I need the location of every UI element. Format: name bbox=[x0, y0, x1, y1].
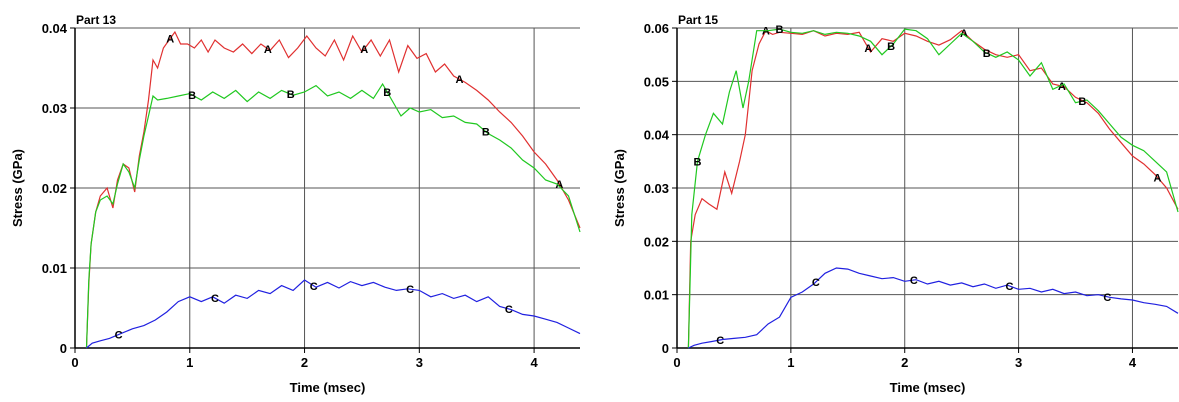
x-tick-label: 2 bbox=[301, 355, 308, 370]
series-C-marker: C bbox=[115, 330, 123, 342]
series-B-marker: B bbox=[188, 90, 196, 102]
series-B-marker: B bbox=[482, 127, 490, 139]
series-A-marker: A bbox=[360, 44, 368, 56]
series-C-marker: C bbox=[310, 281, 318, 293]
x-tick-label: 1 bbox=[186, 355, 193, 370]
series-A-marker: A bbox=[166, 33, 174, 45]
series-B-marker: B bbox=[887, 41, 895, 53]
x-tick-label: 1 bbox=[787, 355, 794, 370]
series-A-marker: A bbox=[1058, 81, 1066, 93]
series-B-marker: B bbox=[383, 87, 391, 99]
y-tick-label: 0.02 bbox=[42, 181, 67, 196]
x-tick-label: 3 bbox=[1015, 355, 1022, 370]
x-tick-label: 4 bbox=[1129, 355, 1137, 370]
chart-title: Part 15 bbox=[678, 13, 718, 27]
series-C-marker: C bbox=[1103, 292, 1111, 304]
series-A-marker: A bbox=[264, 44, 272, 56]
y-tick-label: 0.01 bbox=[42, 261, 67, 276]
series-A-marker: A bbox=[456, 74, 464, 86]
y-tick-label: 0.06 bbox=[644, 21, 669, 36]
x-tick-label: 2 bbox=[901, 355, 908, 370]
series-B-marker: B bbox=[1078, 96, 1086, 108]
x-tick-label: 0 bbox=[71, 355, 78, 370]
series-A-marker: A bbox=[555, 179, 563, 191]
series-C-line bbox=[86, 279, 581, 349]
chart-1: 0 1 2 3 4 0 0.01 0.02 0.03 0.04 Time (msec) Stress … bbox=[10, 13, 581, 395]
series-A-marker: A bbox=[1154, 172, 1162, 184]
series-B-line bbox=[687, 28, 1179, 349]
y-tick-label: 0 bbox=[662, 341, 669, 356]
y-tick-label: 0 bbox=[60, 341, 67, 356]
y-tick-label: 0.03 bbox=[644, 181, 669, 196]
x-tick-label: 3 bbox=[416, 355, 423, 370]
y-tick-label: 0.02 bbox=[644, 234, 669, 249]
series-C-line bbox=[688, 267, 1179, 349]
series-B-marker: B bbox=[983, 48, 991, 60]
series-C-marker: C bbox=[910, 275, 918, 287]
series-B-marker: B bbox=[287, 89, 295, 101]
series-C-marker: C bbox=[1006, 281, 1014, 293]
x-tick-label: 0 bbox=[673, 355, 680, 370]
series-B-marker: B bbox=[694, 156, 702, 168]
y-tick-label: 0.01 bbox=[644, 288, 669, 303]
series-B-marker: B bbox=[776, 24, 784, 36]
series-A-marker: A bbox=[762, 26, 770, 38]
series-C-marker: C bbox=[812, 277, 820, 289]
series-C-marker: C bbox=[505, 304, 513, 316]
y-tick-label: 0.04 bbox=[42, 21, 68, 36]
series-C-marker: C bbox=[716, 335, 724, 347]
chart-2: 0 1 2 3 4 0 0.01 0.02 0.03 0.04 0.05 0.06 Time (msec… bbox=[612, 13, 1179, 395]
x-axis-label: Time (msec) bbox=[890, 380, 966, 395]
y-tick-label: 0.05 bbox=[644, 74, 669, 89]
y-axis-label: Stress (GPa) bbox=[612, 149, 627, 227]
y-tick-label: 0.04 bbox=[644, 128, 670, 143]
x-axis-label: Time (msec) bbox=[290, 380, 366, 395]
y-axis-label: Stress (GPa) bbox=[10, 149, 25, 227]
y-tick-label: 0.03 bbox=[42, 101, 67, 116]
series-A-marker: A bbox=[864, 43, 872, 55]
series-C-marker: C bbox=[211, 293, 219, 305]
series-B-line bbox=[85, 82, 581, 349]
chart-title: Part 13 bbox=[76, 13, 116, 27]
series-C-marker: C bbox=[406, 284, 414, 296]
series-A-marker: A bbox=[960, 28, 968, 40]
x-tick-label: 4 bbox=[530, 355, 538, 370]
